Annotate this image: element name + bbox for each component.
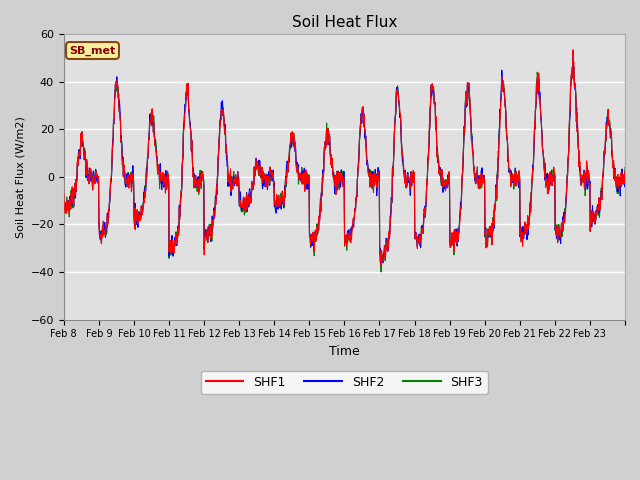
SHF3: [319, 167, 327, 173]
SHF1: [477, 178, 484, 184]
SHF1: [60, 191, 68, 196]
SHF2: [621, 169, 629, 175]
SHF2: [319, 167, 327, 173]
SHF3: [60, 197, 68, 203]
SHF2: [477, 178, 484, 183]
SHF1: [148, 110, 156, 116]
SHF2: [614, 189, 622, 194]
Text: SB_met: SB_met: [69, 46, 116, 56]
SHF3: [621, 165, 629, 170]
SHF3: [569, 48, 577, 54]
Title: Soil Heat Flux: Soil Heat Flux: [292, 15, 397, 30]
SHF1: [559, 228, 567, 234]
SHF1: [378, 263, 385, 269]
SHF3: [559, 228, 567, 233]
SHF1: [569, 47, 577, 53]
SHF3: [378, 269, 385, 275]
SHF3: [477, 177, 484, 182]
Line: SHF1: SHF1: [64, 50, 625, 266]
SHF3: [148, 113, 156, 119]
SHF2: [379, 260, 387, 266]
SHF2: [148, 114, 156, 120]
SHF3: [614, 191, 622, 196]
SHF1: [319, 171, 327, 177]
SHF2: [559, 223, 567, 229]
SHF1: [614, 186, 622, 192]
Y-axis label: Soil Heat Flux (W/m2): Soil Heat Flux (W/m2): [15, 116, 25, 238]
SHF2: [60, 197, 68, 203]
SHF3: [330, 169, 337, 175]
X-axis label: Time: Time: [329, 345, 360, 358]
SHF1: [330, 173, 337, 179]
SHF2: [569, 52, 577, 58]
SHF2: [330, 170, 337, 176]
Legend: SHF1, SHF2, SHF3: SHF1, SHF2, SHF3: [201, 371, 488, 394]
Line: SHF3: SHF3: [64, 51, 625, 272]
SHF1: [621, 168, 629, 174]
Line: SHF2: SHF2: [64, 55, 625, 263]
